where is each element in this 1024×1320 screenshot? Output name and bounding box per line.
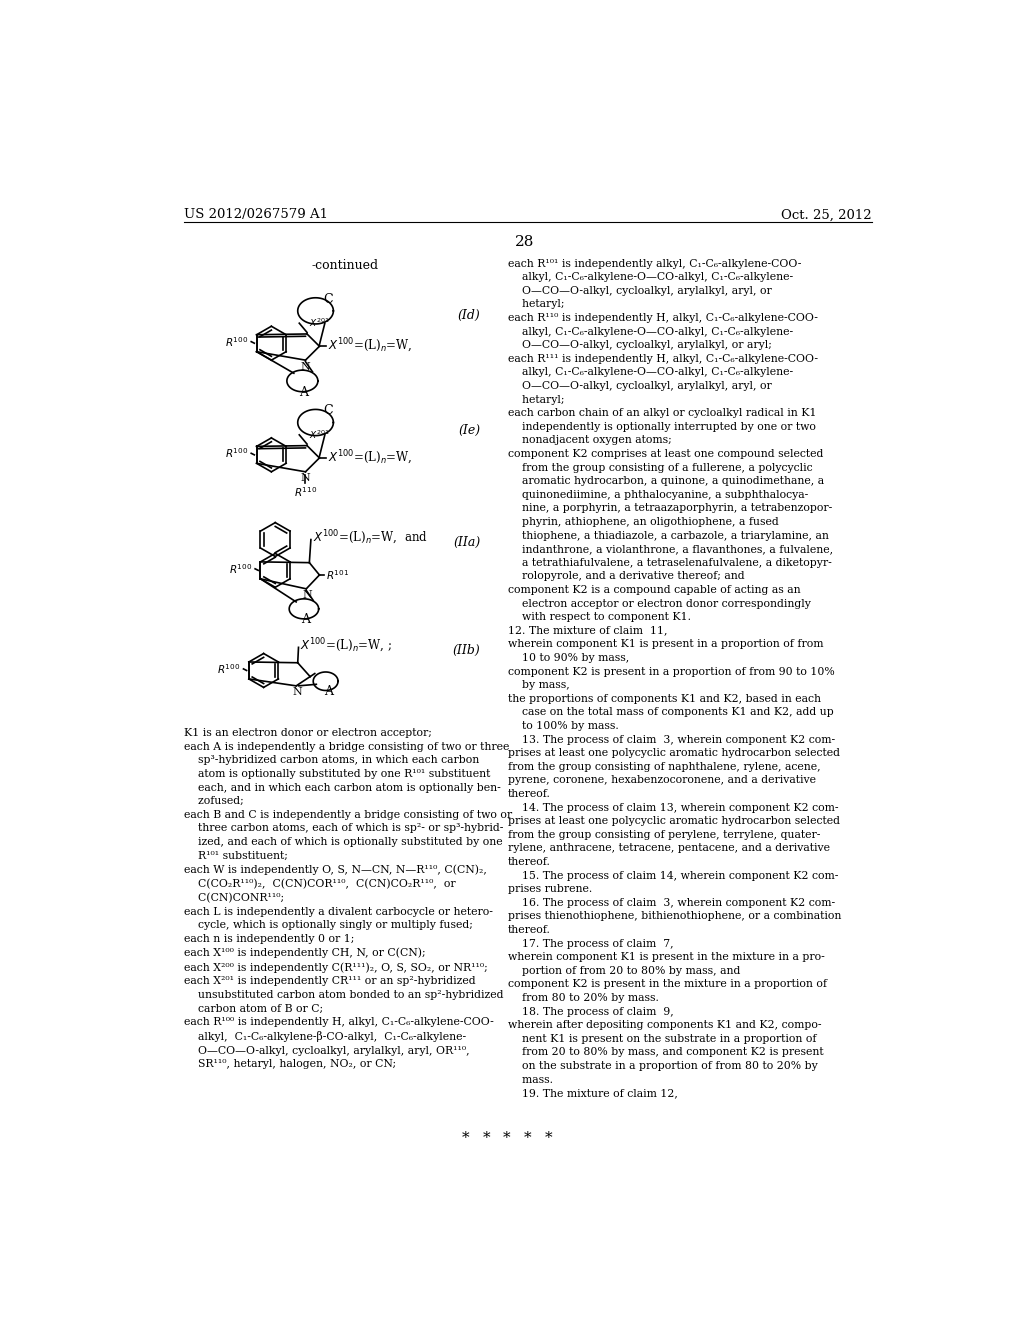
Text: N: N <box>301 362 310 372</box>
Text: US 2012/0267579 A1: US 2012/0267579 A1 <box>183 209 328 222</box>
Text: $X^{100}$=(L)$_n$=W, ;: $X^{100}$=(L)$_n$=W, ; <box>300 636 392 655</box>
Text: *: * <box>462 1131 469 1144</box>
Text: (Id): (Id) <box>458 309 480 322</box>
Text: Oct. 25, 2012: Oct. 25, 2012 <box>781 209 872 222</box>
Text: $X^{100}$=(L)$_n$=W,  and: $X^{100}$=(L)$_n$=W, and <box>313 529 428 546</box>
Text: A: A <box>301 612 310 626</box>
Text: K1 is an electron donor or electron acceptor;
each A is independently a bridge c: K1 is an electron donor or electron acce… <box>183 729 512 1069</box>
Text: A: A <box>299 385 307 399</box>
Text: *: * <box>524 1131 531 1144</box>
Text: $X^{201}$: $X^{201}$ <box>308 317 330 330</box>
Text: (IIa): (IIa) <box>454 536 480 549</box>
Text: $R^{100}$: $R^{100}$ <box>225 335 248 348</box>
Text: $R^{100}$: $R^{100}$ <box>228 562 252 576</box>
Text: (IIb): (IIb) <box>453 644 480 656</box>
Text: *: * <box>482 1131 489 1144</box>
Text: *: * <box>545 1131 553 1144</box>
Text: each R¹⁰¹ is independently alkyl, C₁-C₆-alkylene-COO-
    alkyl, C₁-C₆-alkylene-: each R¹⁰¹ is independently alkyl, C₁-C₆-… <box>508 259 841 1098</box>
Text: C: C <box>324 293 333 306</box>
Text: 28: 28 <box>515 235 535 249</box>
Text: N: N <box>301 474 310 483</box>
Text: $X^{201}$: $X^{201}$ <box>308 429 330 441</box>
Text: C: C <box>324 404 333 417</box>
Text: (Ie): (Ie) <box>459 424 480 437</box>
Text: $R^{100}$: $R^{100}$ <box>225 446 248 461</box>
Text: $R^{100}$: $R^{100}$ <box>217 663 241 676</box>
Text: $R^{110}$: $R^{110}$ <box>294 486 317 499</box>
Text: $R^{101}$: $R^{101}$ <box>326 568 349 582</box>
Text: -continued: -continued <box>311 259 379 272</box>
Text: $X^{100}$=(L)$_n$=W,: $X^{100}$=(L)$_n$=W, <box>328 337 413 355</box>
Text: A: A <box>325 685 333 698</box>
Text: N: N <box>293 688 303 697</box>
Text: *: * <box>503 1131 511 1144</box>
Text: $X^{100}$=(L)$_n$=W,: $X^{100}$=(L)$_n$=W, <box>328 449 413 467</box>
Text: N: N <box>303 590 312 601</box>
